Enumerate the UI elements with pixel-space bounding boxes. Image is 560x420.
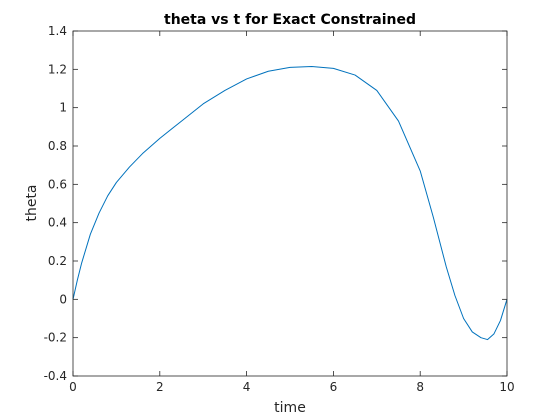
y-axis-label: theta <box>24 184 40 221</box>
x-tick-label: 10 <box>499 380 514 394</box>
x-tick-label: 8 <box>416 380 424 394</box>
plot-area <box>73 31 507 376</box>
y-tick-label: 0.2 <box>48 254 67 268</box>
x-tick-label: 2 <box>156 380 164 394</box>
series-line-0 <box>72 65 508 341</box>
y-tick-label: 0.8 <box>48 139 67 153</box>
ticks-layer: 0 2 4 6 8 10 -0.4 -0.2 0 0.2 0.4 0.6 0.8 1 1.2 1.4 <box>44 24 515 394</box>
x-axis-label: time <box>274 400 306 416</box>
axes-layer <box>72 30 508 377</box>
y-tick-label: 0.6 <box>48 177 67 191</box>
y-tick-label: 0.4 <box>48 216 67 230</box>
x-tick-label: 4 <box>243 380 251 394</box>
series-layer <box>72 65 508 341</box>
y-tick-label: -0.2 <box>44 331 67 345</box>
x-tick-label: 0 <box>69 380 77 394</box>
y-tick-label: 1 <box>59 101 67 115</box>
y-tick-label: -0.4 <box>44 369 67 383</box>
x-tick-label: 6 <box>330 380 338 394</box>
y-tick-label: 1.4 <box>48 24 67 38</box>
y-tick-label: 0 <box>59 292 67 306</box>
y-tick-label: 1.2 <box>48 62 67 76</box>
axes-box <box>72 30 508 377</box>
chart-title: theta vs t for Exact Constrained <box>164 12 416 28</box>
